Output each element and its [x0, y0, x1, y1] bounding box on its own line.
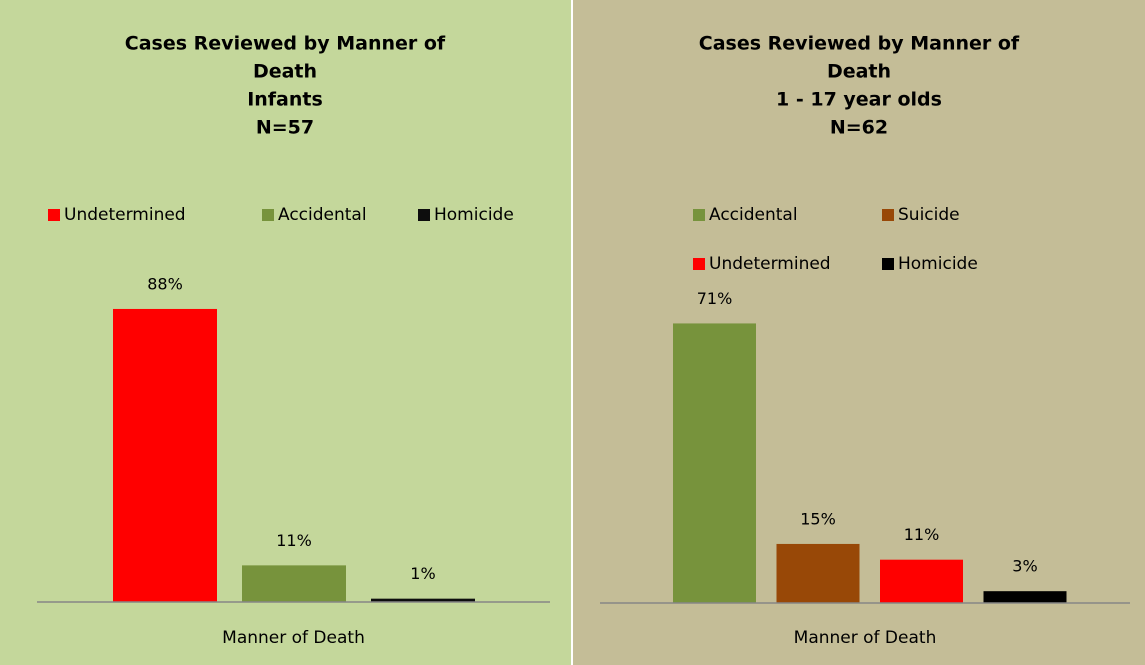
chart-title: Infants	[247, 89, 323, 111]
bar	[113, 308, 217, 602]
legend-label: Accidental	[278, 205, 367, 225]
legend-label: Accidental	[709, 205, 798, 225]
panel	[0, 0, 571, 665]
bar	[880, 559, 963, 603]
legend-swatch	[693, 209, 705, 221]
legend-label: Homicide	[434, 205, 514, 225]
legend-swatch	[418, 209, 430, 221]
legend-label: Undetermined	[709, 254, 831, 274]
chart-title: 1 - 17 year olds	[776, 89, 942, 111]
bar	[983, 591, 1067, 603]
legend-swatch	[693, 258, 705, 270]
data-label: 71%	[697, 289, 733, 308]
data-label: 15%	[800, 509, 836, 528]
legend-label: Suicide	[898, 205, 960, 225]
bar	[371, 598, 475, 602]
chart-title: N=62	[830, 117, 888, 139]
chart-title: Death	[827, 61, 891, 83]
data-label: 3%	[1012, 557, 1037, 576]
data-label: 11%	[904, 525, 940, 544]
legend-swatch	[882, 258, 894, 270]
legend-swatch	[48, 209, 60, 221]
bar	[242, 565, 346, 602]
chart-title: Cases Reviewed by Manner of	[125, 33, 446, 55]
legend-swatch	[262, 209, 274, 221]
data-label: 88%	[147, 274, 183, 293]
bar	[776, 543, 860, 603]
chart-title: Cases Reviewed by Manner of	[699, 33, 1020, 55]
x-tick-label: Manner of Death	[222, 628, 365, 648]
data-label: 11%	[276, 531, 312, 550]
x-tick-label: Manner of Death	[794, 628, 937, 648]
legend-swatch	[882, 209, 894, 221]
chart-title: N=57	[256, 117, 314, 139]
legend-label: Undetermined	[64, 205, 186, 225]
data-label: 1%	[410, 564, 435, 583]
chart-title: Death	[253, 61, 317, 83]
legend-label: Homicide	[898, 254, 978, 274]
bar	[673, 323, 756, 603]
